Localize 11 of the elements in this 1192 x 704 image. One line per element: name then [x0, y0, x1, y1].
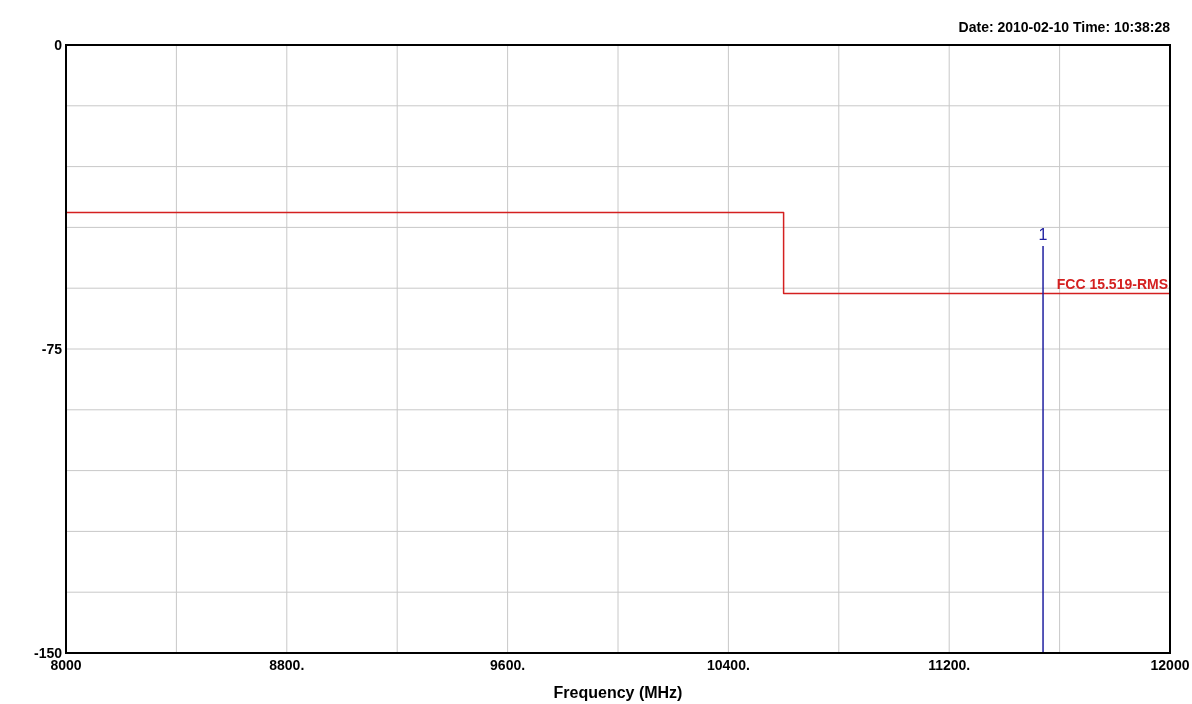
chart-subtitle: Date: 2010-02-10 Time: 10:38:28 [958, 19, 1171, 35]
y-tick-label: 0 [54, 37, 63, 53]
x-tick-label: 8800. [269, 657, 305, 673]
x-tick-label: 10400. [706, 657, 750, 673]
x-tick-label: 12000 [1150, 657, 1190, 673]
x-tick-label: 9600. [490, 657, 526, 673]
x-tick-label: 11200. [928, 657, 971, 673]
y-tick-label: -75 [41, 341, 63, 357]
annotation: 1 [1038, 226, 1048, 244]
x-axis-title: Frequency (MHz) [553, 684, 683, 701]
series-label: FCC 15.519-RMS [1056, 276, 1168, 293]
